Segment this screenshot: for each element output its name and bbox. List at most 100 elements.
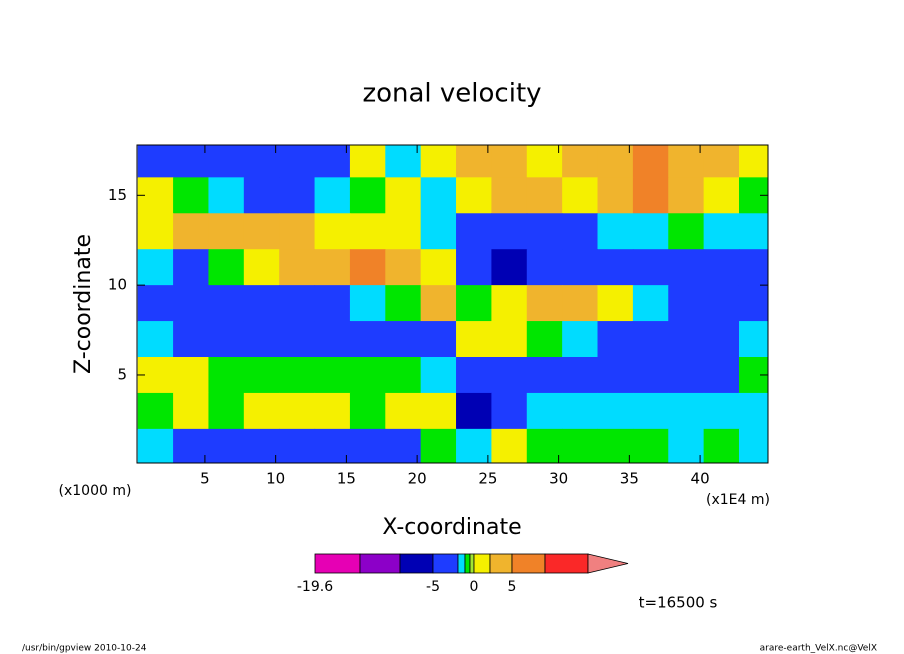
field-cell [738,213,768,250]
colorbar-label: 5 [508,579,517,595]
y-axis-label: Z-coordinate [71,234,96,374]
field-cell [173,145,209,178]
field-cell [349,285,386,322]
field-cell [137,213,174,250]
field-cell [668,321,705,358]
field-cell [668,249,705,286]
field-cell [491,428,528,463]
field-cell [738,177,768,214]
colorbar-segment [457,553,466,574]
field-cell [526,177,563,214]
field-cell [385,145,422,178]
field-cell [632,249,669,286]
field-cell [597,357,634,394]
field-cell [526,213,563,250]
field-cell [562,392,599,430]
field-cell [526,357,563,394]
y-tick-label: 15 [108,186,127,204]
colorbar-label: 0 [470,579,479,595]
field-cell [314,249,351,286]
field-cell [703,177,740,214]
footer-left: /usr/bin/gpview 2010-10-24 [22,644,147,654]
x-tick-label: 10 [266,470,285,488]
field [137,145,768,463]
field-cell [243,249,280,286]
x-tick-label: 5 [200,470,210,488]
field-cell [173,428,209,463]
field-cell [420,428,457,463]
x-tick-label: 35 [620,470,639,488]
field-cell [668,145,705,178]
colorbar-segment [432,553,459,574]
field-cell [668,357,705,394]
field-cell [349,357,386,394]
field-cell [243,392,280,430]
field-cell [597,145,634,178]
field-cell [526,321,563,358]
field-cell [562,177,599,214]
field-cell [173,249,209,286]
y-unit: (x1000 m) [59,483,132,499]
field-cell [456,249,492,286]
field-cell [738,428,768,463]
field-cell [738,145,768,178]
field-cell [208,249,245,286]
field-cell [491,285,528,322]
field-cell [597,392,634,430]
field-cell [597,213,634,250]
field-cell [385,392,422,430]
field-cell [243,213,280,250]
field-cell [632,177,669,214]
field-cell [456,392,492,430]
field-cell [491,321,528,358]
colorbar-segment [464,553,471,574]
field-cell [738,285,768,322]
field-cell [349,213,386,250]
field-cell [137,285,174,322]
field-cell [526,392,563,430]
field-cell [420,285,457,322]
field-cell [208,145,245,178]
field-cell [279,392,316,430]
field-cell [349,249,386,286]
field-cell [632,285,669,322]
colorbar-segment [544,553,589,574]
field-cell [456,428,492,463]
field-cell [420,249,457,286]
x-axis-label: X-coordinate [382,515,521,540]
field-cell [597,249,634,286]
field-cell [243,285,280,322]
field-cell [632,357,669,394]
field-cell [562,145,599,178]
field-cell [137,321,174,358]
field-cell [279,357,316,394]
colorbar-segment [469,553,475,574]
field-cell [349,177,386,214]
field-cell [526,249,563,286]
field-cell [314,213,351,250]
field-cell [738,249,768,286]
field-cell [349,392,386,430]
colorbar-segment [511,553,546,574]
field-cell [385,249,422,286]
field-cell [314,177,351,214]
field-cell [279,285,316,322]
field-cell [703,392,740,430]
field-cell [632,321,669,358]
field-cell [385,357,422,394]
field-cell [703,249,740,286]
field-cell [562,285,599,322]
field-cell [385,213,422,250]
y-tick-label: 5 [117,365,127,383]
field-cell [314,357,351,394]
field-cell [243,428,280,463]
field-cell [562,321,599,358]
field-cell [738,392,768,430]
field-cell [526,285,563,322]
field-cell [385,285,422,322]
field-cell [349,145,386,178]
field-cell [314,321,351,358]
field-cell [385,321,422,358]
field-cell [137,249,174,286]
